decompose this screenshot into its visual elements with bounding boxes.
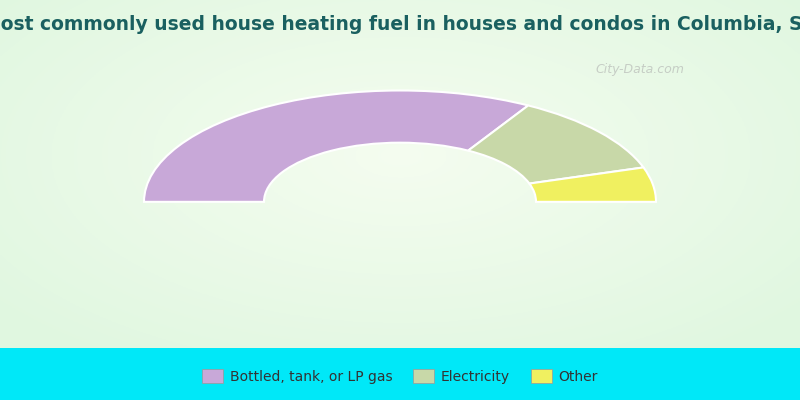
Text: Most commonly used house heating fuel in houses and condos in Columbia, SD: Most commonly used house heating fuel in… (0, 15, 800, 34)
Wedge shape (144, 90, 528, 202)
Legend: Bottled, tank, or LP gas, Electricity, Other: Bottled, tank, or LP gas, Electricity, O… (196, 364, 604, 390)
Text: City-Data.com: City-Data.com (595, 63, 685, 76)
Wedge shape (530, 168, 656, 202)
Wedge shape (468, 106, 643, 184)
